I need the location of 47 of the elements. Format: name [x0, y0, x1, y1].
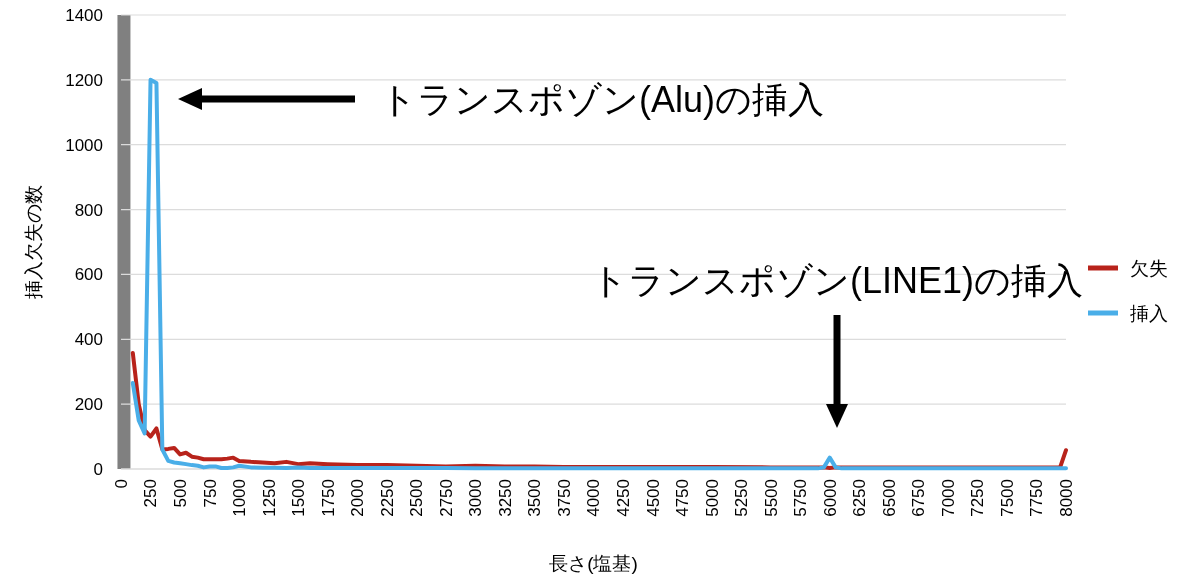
y-tick-label: 400	[74, 330, 103, 350]
x-tick-label: 6250	[850, 479, 870, 517]
x-tick-label: 750	[200, 479, 220, 508]
x-tick-label: 3500	[525, 479, 545, 517]
x-tick-label: 1250	[259, 479, 279, 517]
y-axis-title: 挿入欠失の数	[23, 185, 44, 299]
y-tick-label: 1400	[65, 5, 103, 25]
x-tick-label: 2000	[348, 479, 368, 517]
x-tick-label: 7000	[938, 479, 958, 517]
y-tick-label: 200	[74, 395, 103, 415]
y-tick-label: 1200	[65, 70, 103, 90]
x-tick-label: 6000	[820, 479, 840, 517]
y-tick-label: 600	[74, 265, 103, 285]
x-axis-title: 長さ(塩基)	[549, 553, 638, 574]
x-tick-label: 7500	[997, 479, 1017, 517]
legend-label: 挿入	[1130, 302, 1168, 324]
x-tick-label: 1500	[289, 479, 309, 517]
x-tick-label: 3000	[466, 479, 486, 517]
x-tick-label: 250	[141, 479, 161, 508]
x-tick-label: 4250	[613, 479, 633, 517]
annotation: トランスポゾン(LINE1)の挿入	[590, 259, 1084, 301]
x-tick-label: 500	[171, 479, 191, 508]
legend-label: 欠失	[1130, 257, 1168, 279]
x-tick-label: 4500	[643, 479, 663, 517]
x-tick-label: 5250	[732, 479, 752, 517]
y-tick-label: 0	[93, 459, 103, 479]
x-tick-label: 5500	[761, 479, 781, 517]
x-tick-label: 4000	[584, 479, 604, 517]
x-tick-label: 6500	[879, 479, 899, 517]
x-tick-label: 5000	[702, 479, 722, 517]
x-tick-label: 2750	[436, 479, 456, 517]
x-tick-label: 2500	[407, 479, 427, 517]
x-tick-label: 7250	[968, 479, 988, 517]
y-tick-label: 800	[74, 200, 103, 220]
x-tick-label: 8000	[1056, 479, 1076, 517]
x-tick-label: 7750	[1027, 479, 1047, 517]
x-tick-label: 1000	[230, 479, 250, 517]
x-tick-label: 2250	[377, 479, 397, 517]
x-tick-label: 3250	[495, 479, 515, 517]
x-tick-label: 5750	[791, 479, 811, 517]
x-tick-label: 3750	[554, 479, 574, 517]
annotation: トランスポゾン(Alu)の挿入	[380, 78, 825, 120]
x-tick-label: 6750	[909, 479, 929, 517]
x-tick-label: 4750	[673, 479, 693, 517]
x-tick-label: 1750	[318, 479, 338, 517]
x-tick-label: 0	[111, 479, 131, 489]
y-tick-label: 1000	[65, 135, 103, 155]
